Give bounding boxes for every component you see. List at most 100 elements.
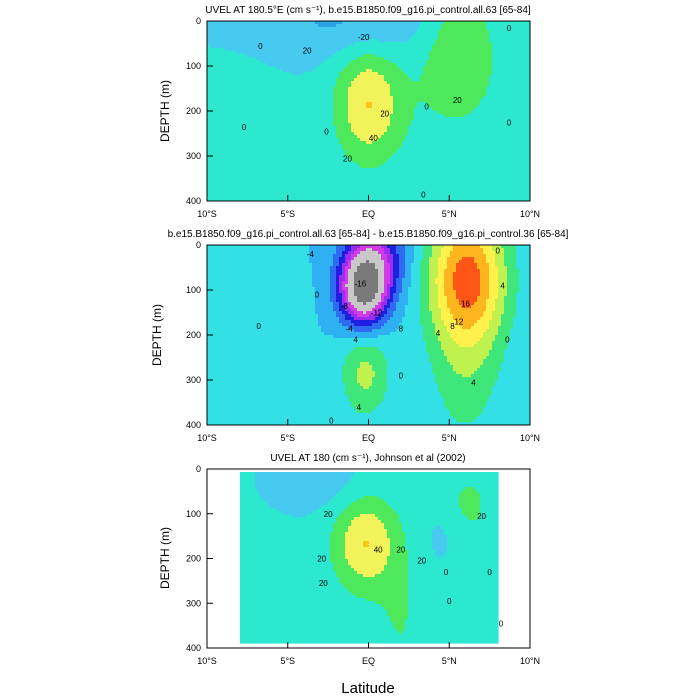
heatmap-cell	[357, 499, 385, 503]
heatmap-cell	[441, 317, 454, 321]
heatmap-cell	[426, 63, 493, 67]
heatmap-cell	[348, 263, 352, 267]
heatmap-cell	[339, 141, 367, 145]
heatmap-cell	[489, 78, 530, 82]
heatmap-cell	[504, 302, 517, 306]
heatmap-cell	[444, 284, 454, 288]
heatmap-cell	[480, 272, 490, 276]
heatmap-cell	[384, 266, 391, 270]
heatmap-cell	[384, 356, 430, 360]
heatmap-cell	[351, 263, 361, 267]
heatmap-cell	[390, 93, 487, 97]
heatmap-cell	[207, 39, 370, 43]
heatmap-cell	[207, 404, 352, 408]
heatmap-cell	[495, 305, 505, 309]
heatmap-cell	[393, 254, 400, 258]
x-tick-label: 10°S	[197, 433, 217, 443]
heatmap-cell	[408, 302, 421, 306]
heatmap-cell	[498, 374, 530, 378]
heatmap-cell	[426, 60, 493, 64]
heatmap-cell	[516, 311, 530, 315]
contour-label: -16	[355, 279, 367, 288]
heatmap-cell	[498, 329, 511, 333]
contour-label: 16	[461, 300, 470, 309]
heatmap-cell	[381, 401, 445, 405]
heatmap-cell	[471, 374, 499, 378]
heatmap-cell	[207, 81, 337, 85]
heatmap-cell	[390, 296, 394, 300]
heatmap-cell	[384, 248, 391, 252]
heatmap-cell	[330, 281, 337, 285]
heatmap-cell	[450, 332, 484, 336]
heatmap-cell	[339, 284, 343, 288]
heatmap-cell	[207, 63, 268, 67]
heatmap-cell	[447, 538, 499, 542]
heatmap-cell	[363, 541, 370, 545]
heatmap-cell	[378, 290, 385, 294]
contour-label: 0	[399, 372, 404, 381]
heatmap-cell	[240, 505, 271, 509]
heatmap-cell	[387, 290, 391, 294]
heatmap-cell	[333, 529, 349, 533]
y-tick-label: 100	[186, 509, 201, 519]
heatmap-cell	[423, 69, 493, 73]
heatmap-cell	[240, 499, 265, 503]
heatmap-cell	[459, 344, 475, 348]
heatmap-cell	[420, 317, 433, 321]
heatmap-cell	[351, 129, 388, 133]
heatmap-cell	[348, 353, 385, 357]
heatmap-cell	[363, 574, 376, 578]
heatmap	[207, 245, 530, 425]
heatmap-cell	[444, 114, 466, 118]
heatmap-cell	[207, 362, 346, 366]
heatmap-cell	[291, 514, 307, 518]
heatmap-cell	[432, 314, 442, 318]
heatmap-cell	[438, 335, 451, 339]
heatmap-cell	[225, 48, 343, 52]
heatmap-cell	[414, 108, 433, 112]
heatmap-cell	[387, 377, 436, 381]
heatmap-cell	[378, 287, 385, 291]
heatmap-cell	[429, 51, 493, 55]
heatmap-cell	[309, 248, 337, 252]
heatmap-cell	[438, 257, 448, 261]
heatmap-cell	[390, 278, 394, 282]
heatmap-cell	[510, 335, 530, 339]
heatmap-cell	[432, 108, 475, 112]
heatmap-cell	[387, 529, 403, 533]
heatmap-cell	[435, 374, 463, 378]
heatmap-cell	[504, 257, 517, 261]
heatmap-cell	[480, 493, 499, 497]
heatmap-cell	[207, 305, 316, 309]
heatmap-cell	[417, 105, 430, 109]
heatmap-cell	[387, 389, 439, 393]
heatmap-cell	[384, 251, 391, 255]
heatmap-cell	[336, 311, 343, 315]
heatmap-cell	[420, 290, 430, 294]
heatmap-cell	[456, 341, 478, 345]
x-tick-label: 10°S	[197, 656, 217, 666]
heatmap-cell	[519, 287, 530, 291]
heatmap-cell	[453, 278, 481, 282]
contour-label: 20	[303, 46, 312, 55]
heatmap-cell	[342, 296, 346, 300]
heatmap-cell	[453, 287, 481, 291]
heatmap-cell	[414, 248, 424, 252]
heatmap-cell	[384, 269, 391, 273]
heatmap-cell	[492, 45, 530, 49]
heatmap-cell	[489, 33, 530, 37]
heatmap-cell	[441, 392, 493, 396]
heatmap-cell	[207, 275, 313, 279]
heatmap-cell	[417, 102, 427, 106]
heatmap-cell	[330, 547, 346, 551]
heatmap-cell	[411, 263, 421, 267]
heatmap-cell	[504, 305, 517, 309]
heatmap-cell	[504, 350, 530, 354]
heatmap-cell	[315, 66, 346, 70]
heatmap-cell	[435, 281, 445, 285]
heatmap-cell	[330, 538, 346, 542]
heatmap-cell	[498, 275, 508, 279]
heatmap-cell	[453, 281, 481, 285]
heatmap-cell	[255, 57, 328, 61]
heatmap-cell	[207, 72, 292, 76]
